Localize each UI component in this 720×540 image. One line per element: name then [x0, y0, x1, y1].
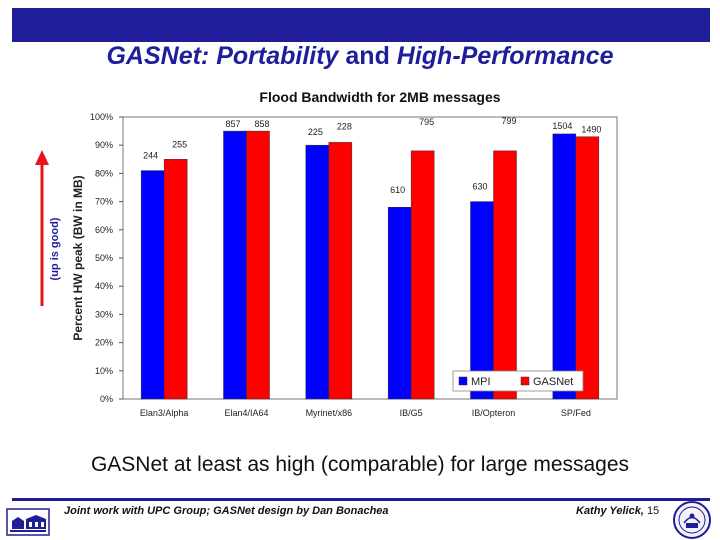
bandwidth-chart: Flood Bandwidth for 2MB messages 0% 10% 20%… — [35, 89, 618, 418]
bar-gasnet — [163, 159, 188, 400]
title-part-1: GASNet: Portability — [106, 42, 346, 70]
bar-gasnet — [328, 142, 353, 400]
y-tick-label: 10% — [95, 366, 113, 376]
top-banner — [12, 8, 710, 42]
legend-box — [452, 370, 584, 392]
y-tick-label: 20% — [95, 338, 113, 348]
y-tick-label: 50% — [95, 253, 113, 263]
bar-mpi — [387, 206, 412, 400]
bar-value-label: 795 — [419, 117, 434, 127]
y-tick-label: 70% — [95, 197, 113, 207]
bar-gasnet — [575, 136, 600, 400]
up-is-good-label: (up is good) — [49, 217, 61, 280]
up-arrow-head-icon — [35, 150, 49, 165]
page-number: 15 — [646, 505, 660, 517]
title-part-2: and — [345, 42, 390, 70]
y-tick-label: 30% — [95, 309, 113, 319]
author-name: Kathy Yelick, — [576, 505, 644, 517]
legend-swatch-mpi — [458, 376, 468, 386]
y-tick-label: 100% — [90, 112, 113, 122]
x-tick-label: SP/Fed — [561, 408, 591, 418]
bar-mpi — [223, 130, 247, 400]
y-tick-label: 0% — [100, 394, 113, 404]
legend-swatch-gasnet — [520, 376, 530, 386]
footer-rule — [12, 498, 710, 501]
bar-value-label: 244 — [143, 151, 158, 161]
x-tick-label: Elan3/Alpha — [140, 408, 189, 418]
bar-mpi — [470, 201, 494, 400]
y-tick-label: 80% — [95, 168, 113, 178]
bar-gasnet — [410, 150, 435, 400]
y-axis-label: Percent HW peak (BW in MB) — [71, 175, 85, 340]
x-tick-label: Elan4/IA64 — [224, 408, 268, 418]
y-tick-label: 40% — [95, 281, 113, 291]
chart-title: Flood Bandwidth for 2MB messages — [259, 89, 500, 105]
x-tick-label: IB/G5 — [400, 408, 423, 418]
slide-title: GASNet: Portability and High-Performance — [0, 42, 720, 71]
legend-label-mpi: MPI — [471, 376, 491, 388]
footer-credit: Joint work with UPC Group; GASNet design… — [64, 505, 389, 517]
bar-value-label: 857 — [225, 119, 240, 129]
bar-value-label: 1490 — [581, 125, 601, 135]
bar-value-label: 858 — [254, 119, 269, 129]
bar-gasnet — [493, 150, 517, 400]
x-tick-label: Myrinet/x86 — [306, 408, 353, 418]
legend-label-gasnet: GASNet — [533, 376, 573, 388]
bar-value-label: 610 — [390, 185, 405, 195]
bar-gasnet — [246, 130, 270, 400]
slide-subtitle: GASNet at least as high (comparable) for… — [90, 453, 630, 476]
x-tick-label: IB/Opteron — [472, 408, 516, 418]
footer-author: Kathy Yelick, 15 — [576, 505, 659, 517]
bar-value-label: 228 — [337, 121, 352, 131]
y-tick-label: 90% — [95, 140, 113, 150]
bar-mpi — [305, 144, 330, 400]
bar-value-label: 225 — [308, 127, 323, 137]
plot-area — [122, 116, 618, 400]
bar-value-label: 255 — [172, 139, 187, 149]
building-logo-icon — [6, 508, 50, 536]
bar-mpi — [552, 133, 577, 400]
bar-mpi — [140, 170, 165, 400]
bar-value-label: 1504 — [552, 121, 572, 131]
university-seal-icon — [673, 501, 711, 539]
bar-value-label: 799 — [501, 116, 516, 126]
bar-value-label: 630 — [472, 182, 487, 192]
y-tick-label: 60% — [95, 225, 113, 235]
title-part-3: High-Performance — [389, 42, 614, 70]
